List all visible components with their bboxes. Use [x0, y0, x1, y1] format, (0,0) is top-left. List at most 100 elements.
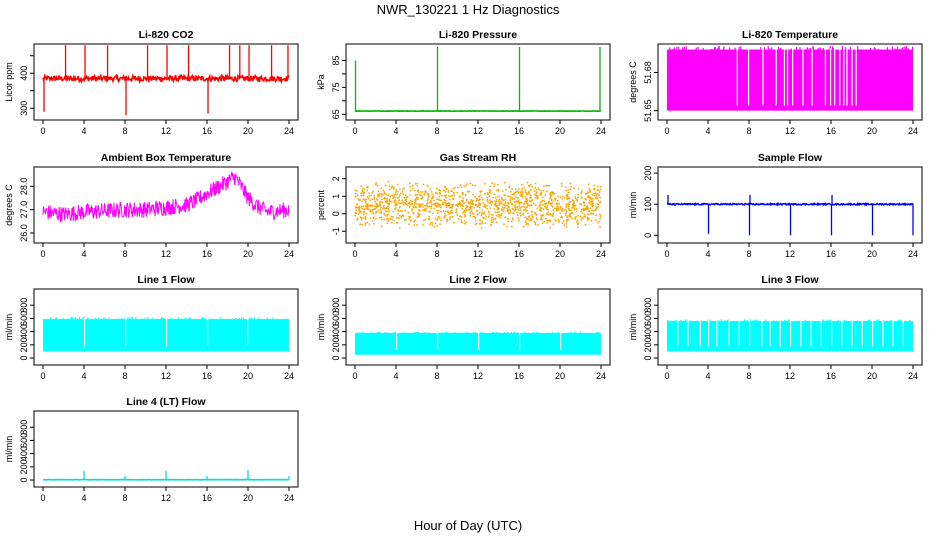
- series-point: [519, 191, 522, 193]
- series-point: [456, 191, 459, 194]
- series-point: [478, 198, 481, 201]
- series-noise: [151, 317, 153, 320]
- series-point: [404, 209, 407, 212]
- series-point: [571, 203, 574, 206]
- series-point: [557, 207, 560, 210]
- series-noise: [441, 332, 443, 333]
- series-noise: [480, 332, 482, 333]
- series-point: [550, 194, 553, 197]
- series-point: [556, 205, 559, 208]
- series-point: [432, 212, 435, 215]
- y-tick-label: 800: [331, 298, 341, 313]
- series-point: [522, 212, 525, 215]
- series-gap: [811, 48, 813, 106]
- series-point: [552, 223, 555, 226]
- series-gap: [437, 331, 439, 350]
- series-point: [360, 206, 363, 208]
- series-gap: [851, 320, 853, 347]
- series-noise: [95, 317, 97, 320]
- series-point: [539, 204, 542, 207]
- x-tick-label: 20: [243, 126, 253, 136]
- series-point: [411, 200, 414, 203]
- plot-area: [43, 470, 290, 481]
- series-point: [556, 199, 559, 202]
- series-point: [530, 204, 533, 207]
- series-noise: [752, 320, 754, 322]
- series-point: [548, 184, 551, 187]
- series-point: [435, 202, 437, 205]
- series-point: [440, 199, 443, 202]
- x-tick-label: 24: [908, 249, 918, 259]
- series-point: [392, 197, 395, 200]
- series-point: [534, 211, 536, 214]
- series-point: [559, 208, 562, 211]
- series-point: [373, 196, 376, 199]
- series-point: [552, 214, 554, 217]
- series-noise: [87, 318, 89, 320]
- series-noise: [219, 317, 221, 320]
- series-point: [361, 189, 364, 192]
- series-point: [356, 194, 359, 197]
- series-point: [378, 204, 381, 207]
- series-noise: [571, 332, 573, 333]
- series-point: [401, 202, 403, 205]
- plot-area: [354, 180, 602, 229]
- series-point: [498, 203, 501, 206]
- series-point: [540, 210, 542, 212]
- y-tick-label: 51.65: [643, 99, 653, 122]
- series-point: [519, 209, 521, 212]
- series-point: [381, 198, 383, 201]
- series-point: [422, 183, 425, 186]
- series-noise: [189, 317, 191, 320]
- series-point: [570, 186, 573, 188]
- series-noise: [597, 332, 599, 333]
- series-line: [42, 170, 290, 223]
- series-point: [556, 203, 558, 206]
- series-noise: [819, 47, 821, 50]
- series-noise: [72, 317, 74, 320]
- series-point: [367, 197, 370, 200]
- series-point: [444, 186, 446, 189]
- plot-area: [667, 319, 913, 352]
- series-point: [594, 205, 597, 207]
- series-noise: [770, 48, 772, 50]
- series-noise: [804, 319, 806, 322]
- series-point: [580, 219, 583, 221]
- series-noise: [506, 331, 509, 333]
- series-point: [476, 209, 479, 212]
- y-tick-label: 75: [331, 82, 341, 92]
- series-gap: [824, 48, 827, 106]
- panel-title: Li-820 CO2: [139, 29, 194, 41]
- series-noise: [370, 332, 372, 333]
- series-point: [537, 224, 539, 226]
- series-point: [536, 207, 539, 210]
- y-axis-label: ml/min: [316, 314, 326, 341]
- series-point: [404, 203, 407, 205]
- series-point: [567, 218, 570, 221]
- series-noise: [669, 320, 671, 322]
- series-point: [489, 207, 492, 210]
- y-tick-label: 200: [643, 337, 653, 352]
- series-point: [387, 209, 390, 212]
- series-point: [436, 225, 439, 227]
- series-point: [365, 212, 368, 215]
- series-point: [544, 205, 547, 208]
- series-noise: [242, 317, 244, 320]
- series-point: [444, 201, 446, 204]
- series-point: [360, 194, 363, 197]
- series-point: [413, 220, 416, 223]
- series-point: [564, 214, 567, 217]
- series-point: [437, 203, 440, 205]
- series-noise: [810, 48, 812, 50]
- series-point: [433, 199, 435, 202]
- series-noise: [56, 317, 58, 320]
- series-point: [587, 213, 589, 215]
- series-noise: [849, 46, 851, 50]
- series-point: [496, 196, 499, 198]
- series-point: [421, 203, 424, 206]
- x-tick-label: 4: [705, 249, 710, 259]
- series-point: [433, 202, 436, 205]
- series-noise: [877, 48, 879, 50]
- series-point: [359, 223, 361, 226]
